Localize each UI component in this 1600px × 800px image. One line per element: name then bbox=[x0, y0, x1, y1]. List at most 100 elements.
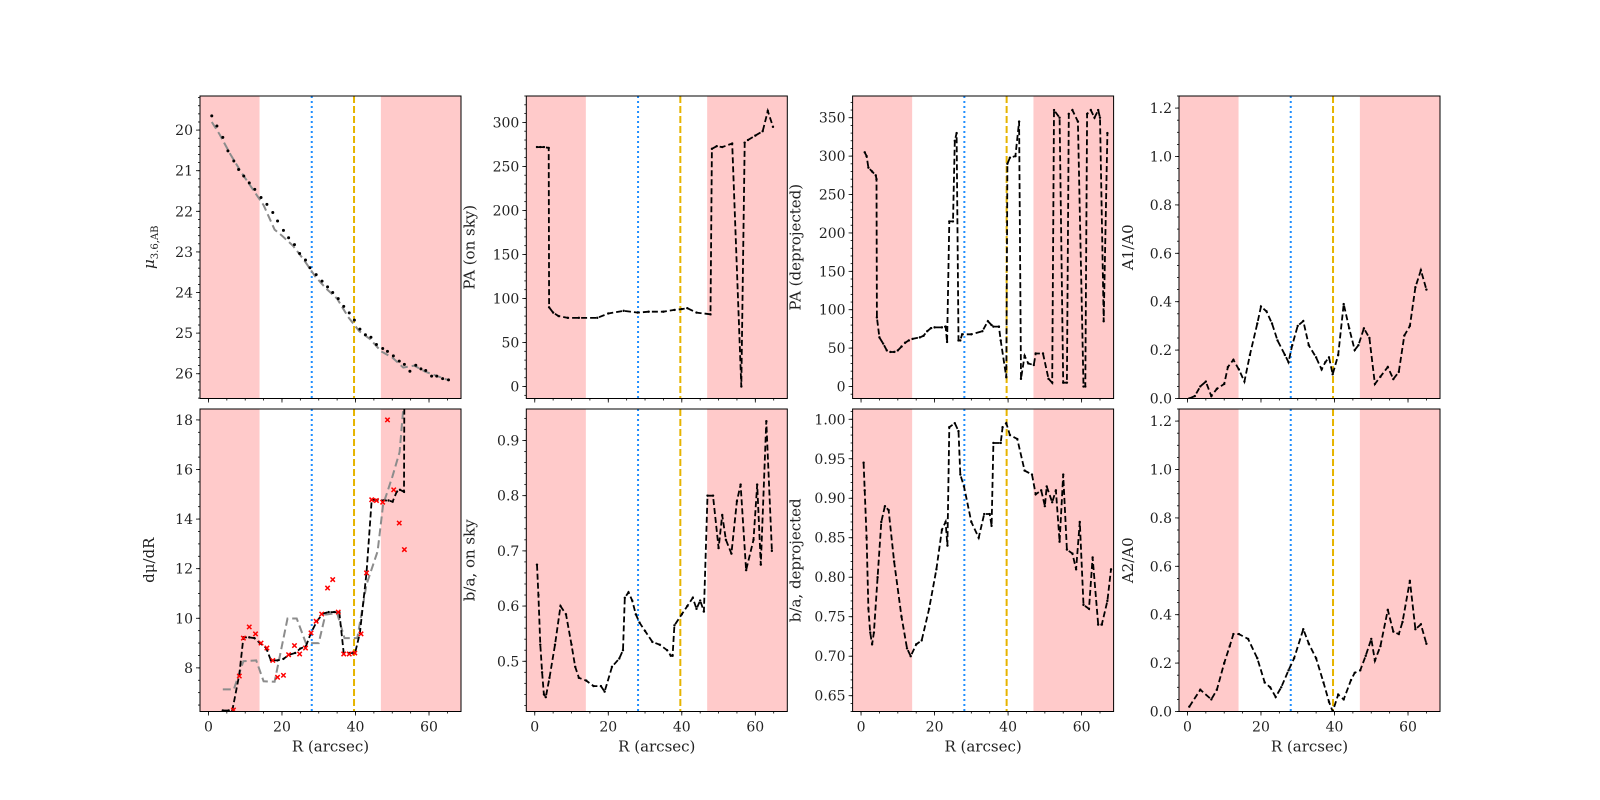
y-axis-label-main: PA (on sky) bbox=[460, 205, 478, 290]
data-point bbox=[1100, 623, 1104, 626]
x-tick-label: 40 bbox=[999, 720, 1017, 736]
data-point-x-marker bbox=[363, 570, 370, 576]
plot-area bbox=[526, 96, 788, 399]
data-point bbox=[1034, 493, 1037, 496]
data-point bbox=[551, 311, 555, 314]
excluded-region-shade bbox=[707, 409, 788, 712]
data-point bbox=[909, 655, 912, 658]
data-point bbox=[1019, 377, 1023, 381]
data-point-x-marker bbox=[285, 651, 292, 658]
y-axis-label-main: dμ/dR bbox=[140, 537, 158, 583]
panel-pa-deproj: 0 50 100 150 200 250 300 350 PA (deprojected) bbox=[787, 95, 1115, 403]
data-point bbox=[862, 461, 865, 464]
data-point bbox=[1353, 671, 1356, 674]
data-point bbox=[1078, 520, 1081, 524]
data-point bbox=[276, 219, 280, 223]
axes-frame bbox=[525, 95, 788, 399]
data-point bbox=[876, 576, 879, 579]
data-point bbox=[665, 649, 669, 652]
y-tick-label: 21 bbox=[175, 164, 193, 180]
data-point bbox=[577, 316, 581, 320]
data-point bbox=[1403, 334, 1406, 337]
excluded-region-shade bbox=[1179, 96, 1239, 399]
data-point bbox=[1283, 353, 1287, 357]
data-point bbox=[1032, 363, 1036, 367]
y-tick-label: 10 bbox=[175, 611, 193, 627]
data-point bbox=[1414, 628, 1417, 631]
data-point bbox=[1058, 116, 1061, 119]
data-point bbox=[673, 624, 676, 627]
data-point bbox=[870, 170, 874, 173]
data-point bbox=[1023, 354, 1026, 358]
data-point bbox=[253, 636, 256, 640]
data-point bbox=[900, 345, 903, 348]
data-point bbox=[695, 607, 698, 611]
panel-a2: 0 20 40 60 0.0 0.2 0.4 0.6 0.8 1.0 1.2 A2/A0 R (arcs… bbox=[1119, 408, 1441, 756]
data-point bbox=[948, 425, 951, 429]
excluded-region-shade bbox=[1359, 96, 1440, 399]
data-point bbox=[547, 306, 551, 309]
data-point bbox=[1243, 380, 1246, 383]
x-tick-label: 40 bbox=[673, 720, 691, 736]
y-tick-label: 200 bbox=[819, 226, 846, 242]
y-tick-label: 0.70 bbox=[814, 649, 845, 665]
data-point bbox=[647, 310, 650, 313]
data-point-x-marker bbox=[368, 497, 375, 503]
data-point bbox=[920, 639, 923, 642]
data-point bbox=[1320, 368, 1323, 371]
data-point bbox=[540, 671, 544, 674]
data-point bbox=[878, 336, 881, 339]
y-axis-label-main: b/a, deprojected bbox=[787, 498, 805, 622]
series-line-b-a-deprojected bbox=[862, 421, 1112, 659]
data-point bbox=[1246, 637, 1250, 641]
data-point bbox=[342, 304, 346, 308]
data-point bbox=[662, 310, 665, 313]
data-point bbox=[385, 349, 389, 353]
data-point bbox=[702, 610, 706, 613]
y-tick-label: 150 bbox=[493, 247, 520, 263]
data-point bbox=[1256, 322, 1259, 325]
data-point bbox=[259, 196, 263, 200]
data-point bbox=[1362, 327, 1366, 330]
data-point bbox=[1392, 377, 1395, 381]
y-axis-label: A2/A0 bbox=[1119, 537, 1137, 584]
data-point bbox=[957, 339, 960, 342]
y-tick-label: 0.65 bbox=[814, 689, 845, 705]
excluded-region-shade bbox=[526, 409, 586, 712]
data-point-x-marker bbox=[296, 651, 303, 657]
data-point bbox=[1082, 603, 1085, 607]
y-tick-label: 12 bbox=[175, 562, 193, 578]
data-point-x-marker bbox=[341, 651, 347, 657]
data-point bbox=[1291, 344, 1294, 347]
y-axis-label: PA (deprojected) bbox=[787, 184, 805, 311]
data-point-x-marker bbox=[252, 631, 259, 637]
data-point-x-marker bbox=[373, 497, 380, 504]
y-tick-label: 350 bbox=[819, 111, 846, 127]
data-point bbox=[1087, 607, 1091, 611]
data-point bbox=[1359, 669, 1362, 672]
y-tick-label: 0.8 bbox=[1150, 511, 1172, 527]
data-point bbox=[1017, 120, 1021, 123]
excluded-region-shade bbox=[200, 409, 260, 712]
data-point bbox=[1397, 370, 1401, 374]
y-tick-label: 18 bbox=[175, 413, 193, 429]
data-point-x-marker bbox=[352, 650, 358, 656]
data-point bbox=[548, 676, 551, 680]
data-point bbox=[537, 593, 540, 597]
data-point bbox=[957, 429, 960, 433]
data-point bbox=[706, 494, 709, 497]
data-point bbox=[977, 536, 980, 539]
data-point bbox=[638, 621, 641, 624]
data-point bbox=[1091, 556, 1094, 559]
y-tick-label: 23 bbox=[175, 245, 193, 261]
y-tick-label: 0.7 bbox=[497, 544, 519, 560]
data-point bbox=[1065, 548, 1069, 551]
data-point bbox=[320, 279, 324, 283]
data-point bbox=[1276, 339, 1279, 342]
y-axis-label: PA (on sky) bbox=[460, 205, 478, 290]
data-point bbox=[940, 326, 944, 329]
data-point bbox=[1006, 162, 1009, 166]
data-point bbox=[1256, 657, 1259, 660]
y-tick-label: 1.0 bbox=[1150, 463, 1172, 479]
data-point bbox=[566, 316, 570, 320]
